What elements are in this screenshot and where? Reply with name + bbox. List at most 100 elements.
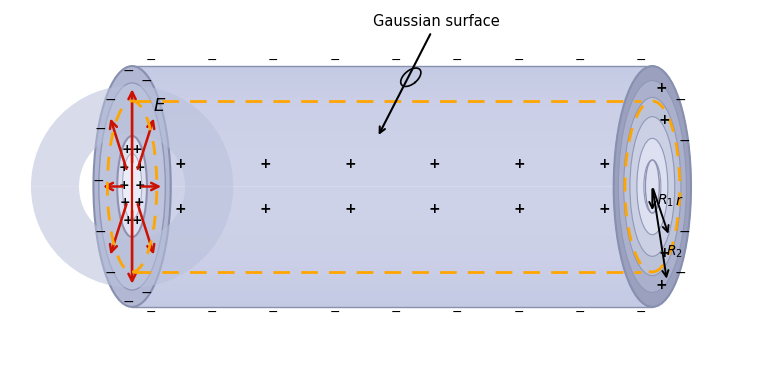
Text: −: − (105, 266, 117, 280)
Ellipse shape (644, 160, 661, 213)
Wedge shape (132, 186, 233, 288)
Text: −: − (123, 64, 134, 78)
Text: −: − (674, 266, 686, 280)
Text: +: + (175, 157, 186, 171)
Bar (132, 283, 653, 291)
Ellipse shape (637, 138, 667, 235)
Text: +: + (135, 161, 145, 174)
Bar (132, 170, 653, 178)
Ellipse shape (117, 136, 147, 237)
Text: −: − (207, 305, 218, 319)
Bar (132, 267, 653, 275)
Text: +: + (514, 157, 525, 171)
Text: +: + (119, 179, 129, 191)
Bar (132, 259, 653, 267)
Text: −: − (92, 173, 104, 188)
Text: +: + (659, 246, 671, 260)
Ellipse shape (93, 66, 171, 307)
Bar (132, 203, 653, 211)
Polygon shape (132, 66, 653, 307)
Text: +: + (121, 143, 132, 156)
Text: −: − (207, 54, 218, 68)
Ellipse shape (630, 117, 674, 256)
Text: −: − (452, 54, 462, 68)
Text: +: + (655, 81, 667, 95)
Bar (132, 146, 653, 154)
Text: $R_2$: $R_2$ (666, 244, 682, 260)
Bar (132, 154, 653, 162)
Text: +: + (119, 161, 129, 174)
Text: −: − (329, 305, 340, 319)
Text: −: − (145, 54, 156, 68)
Ellipse shape (624, 97, 681, 276)
Bar (132, 90, 653, 98)
Text: −: − (674, 93, 686, 107)
Wedge shape (132, 85, 233, 186)
Bar (132, 74, 653, 82)
Text: $R_1$: $R_1$ (657, 193, 674, 209)
Ellipse shape (614, 66, 691, 307)
Bar (132, 275, 653, 283)
Bar (132, 219, 653, 227)
Ellipse shape (123, 154, 141, 219)
Bar (132, 227, 653, 235)
Bar (132, 98, 653, 106)
Text: −: − (95, 225, 106, 239)
Bar (132, 243, 653, 251)
Bar (132, 211, 653, 219)
Ellipse shape (646, 160, 660, 213)
Text: −: − (141, 73, 152, 88)
Text: −: − (123, 295, 134, 309)
Text: +: + (344, 202, 356, 216)
Text: +: + (598, 202, 610, 216)
Text: −: − (452, 305, 462, 319)
Text: +: + (655, 278, 667, 292)
Text: −: − (678, 225, 690, 239)
Text: −: − (678, 134, 690, 148)
Text: −: − (268, 54, 278, 68)
Text: +: + (120, 196, 131, 209)
Text: +: + (344, 157, 356, 171)
Text: +: + (514, 202, 525, 216)
Text: +: + (131, 214, 142, 227)
Text: −: − (145, 305, 156, 319)
Bar (132, 178, 653, 186)
Bar (132, 130, 653, 138)
Wedge shape (31, 85, 132, 186)
Text: +: + (132, 143, 143, 156)
Text: −: − (329, 54, 340, 68)
Bar (132, 114, 653, 122)
Text: +: + (429, 157, 441, 171)
Text: +: + (134, 196, 144, 209)
Text: −: − (268, 305, 278, 319)
Text: −: − (95, 122, 106, 136)
Text: −: − (636, 54, 646, 68)
Bar (132, 251, 653, 259)
Text: $r$: $r$ (674, 194, 683, 209)
Text: −: − (105, 93, 117, 107)
Bar (132, 122, 653, 130)
Text: Gaussian surface: Gaussian surface (374, 14, 500, 133)
Ellipse shape (99, 83, 166, 290)
Text: −: − (575, 305, 585, 319)
Bar (132, 82, 653, 90)
Text: +: + (135, 179, 145, 191)
Bar (132, 291, 653, 299)
Text: +: + (260, 202, 271, 216)
Text: −: − (575, 54, 585, 68)
Bar (132, 186, 653, 195)
Bar (132, 235, 653, 243)
Text: −: − (514, 54, 524, 68)
Text: +: + (659, 113, 671, 127)
Wedge shape (31, 186, 132, 288)
Bar (132, 66, 653, 74)
Text: +: + (122, 214, 133, 227)
Text: $E$: $E$ (153, 97, 166, 115)
Bar (132, 106, 653, 114)
Text: −: − (391, 54, 401, 68)
Text: +: + (598, 157, 610, 171)
Text: +: + (175, 202, 186, 216)
Text: −: − (636, 305, 646, 319)
Text: +: + (429, 202, 441, 216)
Bar (132, 138, 653, 146)
